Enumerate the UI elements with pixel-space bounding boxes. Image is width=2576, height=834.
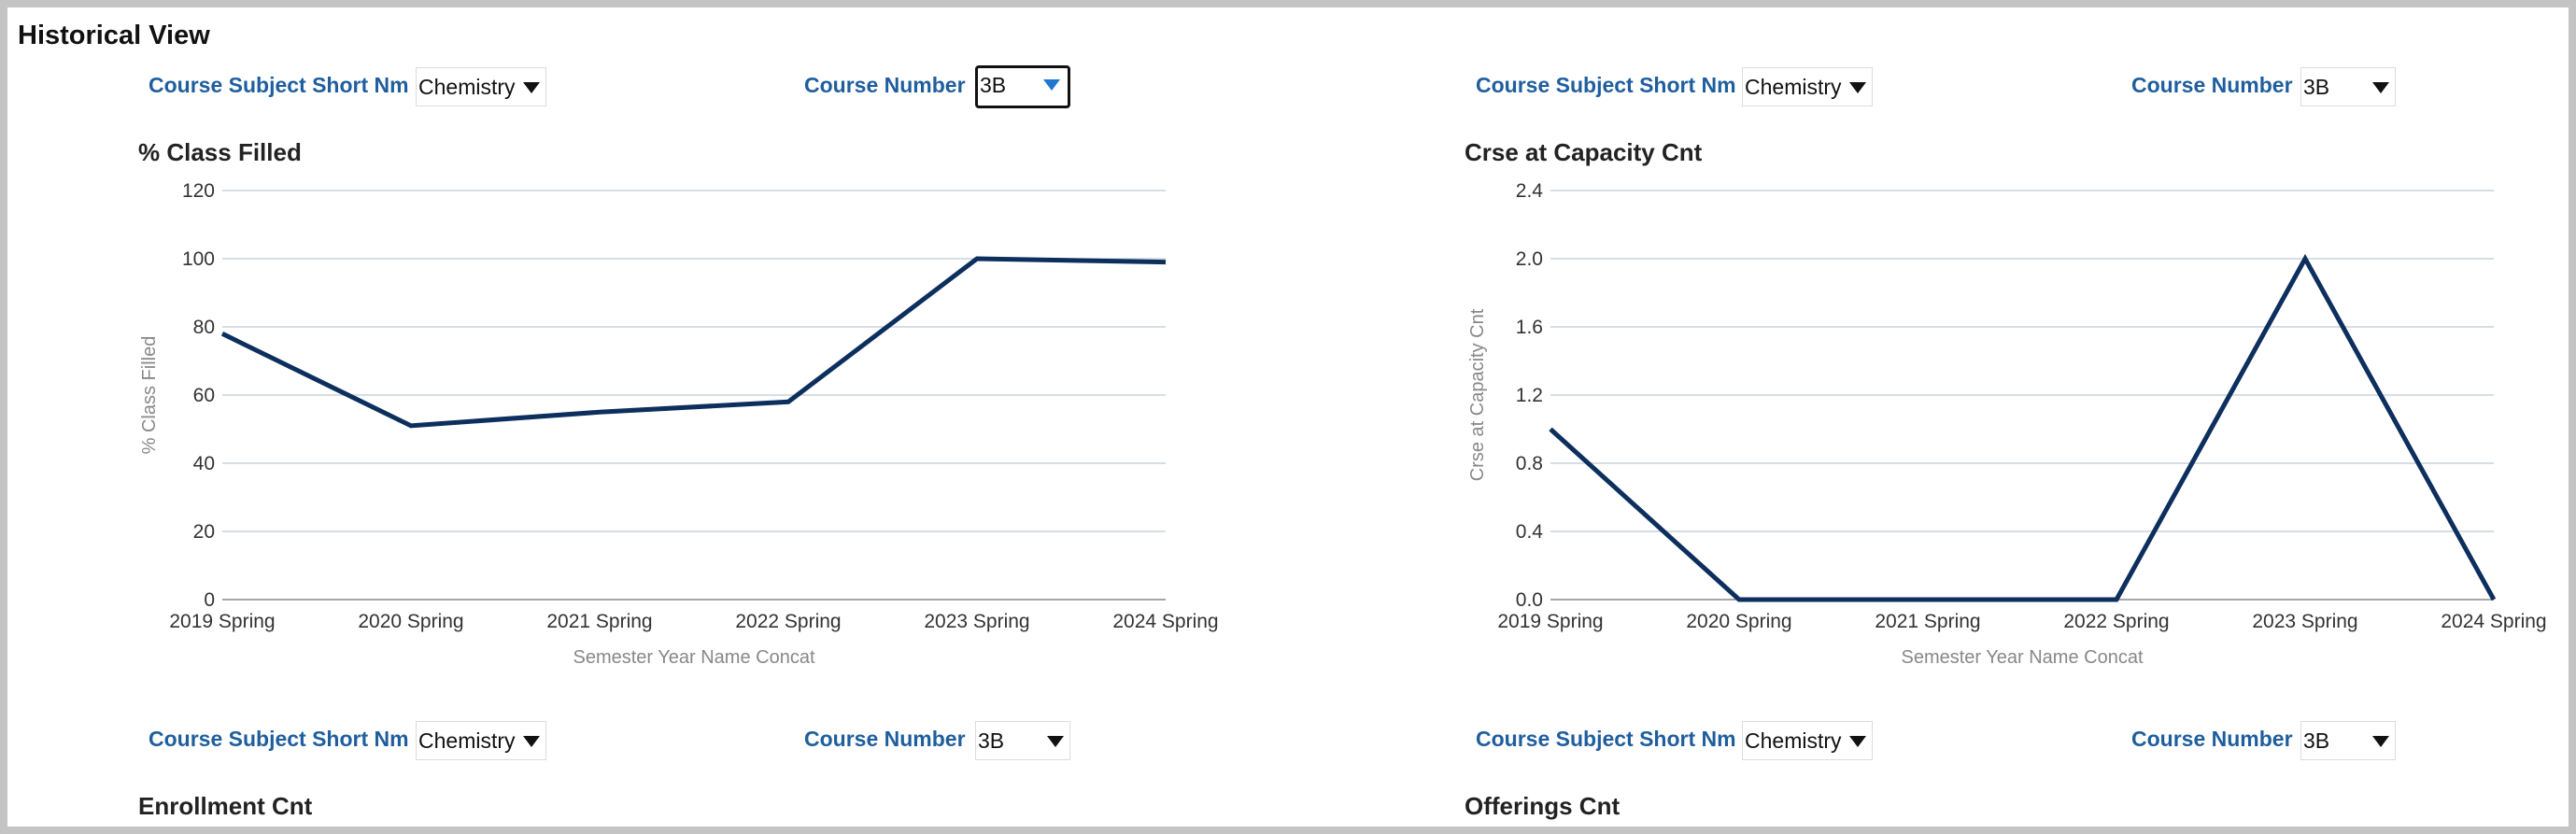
class-filled-x-tick-label: 2024 Spring — [1112, 611, 1218, 632]
page-title: Historical View — [18, 21, 210, 50]
course-subject-label-3: Course Subject Short Nm — [149, 727, 409, 751]
crse-at-capacity-chart: 0.0 0.4 0.8 1.2 1.6 2.0 2.4 2019 Spring 2020 Spr… — [1467, 180, 2547, 668]
crse-at-capacity-data-point[interactable] — [2298, 251, 2313, 266]
course-subject-value-3: Chemistry — [418, 728, 516, 753]
chevron-down-icon — [2372, 82, 2389, 93]
crse-at-capacity-y-tick-label: 0.8 — [1516, 453, 1543, 474]
chevron-down-icon — [1849, 736, 1866, 747]
crse-at-capacity-y-axis-title: Crse at Capacity Cnt — [1467, 308, 1488, 481]
crse-at-capacity-y-tick-label: 2.4 — [1516, 180, 1544, 202]
crse-at-capacity-y-tick-label: 0.0 — [1516, 589, 1543, 611]
course-number-select-1[interactable]: 3B — [975, 65, 1070, 108]
class-filled-y-tick-label: 60 — [193, 385, 215, 406]
course-subject-select-1[interactable]: Chemistry — [416, 67, 546, 106]
class-filled-y-tick-label: 0 — [204, 589, 215, 611]
chevron-down-icon — [2372, 736, 2389, 747]
class-filled-x-axis-title: Semester Year Name Concat — [573, 647, 814, 668]
crse-at-capacity-x-tick-label: 2021 Spring — [1875, 611, 1980, 632]
class-filled-x-tick-label: 2020 Spring — [358, 611, 463, 632]
course-number-value-4: 3B — [2303, 728, 2330, 753]
chevron-down-icon — [1047, 736, 1064, 747]
crse-at-capacity-data-point[interactable] — [1732, 592, 1747, 607]
class-filled-x-tick-label: 2022 Spring — [735, 611, 841, 632]
class-filled-y-axis-title: % Class Filled — [139, 336, 160, 455]
class-filled-y-tick-label: 80 — [193, 317, 215, 338]
course-number-value-3: 3B — [978, 728, 1005, 753]
chart-title-class-filled: % Class Filled — [138, 138, 302, 166]
course-subject-label-1: Course Subject Short Nm — [149, 73, 409, 97]
course-subject-select-4[interactable]: Chemistry — [1742, 721, 1873, 760]
crse-at-capacity-data-point[interactable] — [2486, 592, 2501, 607]
course-number-label-2: Course Number — [2131, 73, 2293, 97]
crse-at-capacity-x-tick-label: 2024 Spring — [2441, 611, 2546, 632]
crse-at-capacity-x-tick-label: 2020 Spring — [1686, 611, 1791, 632]
class-filled-x-tick-label: 2023 Spring — [924, 611, 1029, 632]
class-filled-y-tick-label: 120 — [182, 180, 215, 202]
course-subject-select-3[interactable]: Chemistry — [416, 721, 546, 760]
crse-at-capacity-data-point[interactable] — [2109, 592, 2124, 607]
class-filled-x-tick-label: 2021 Spring — [546, 611, 652, 632]
course-number-value-2: 3B — [2303, 75, 2330, 99]
course-subject-label-4: Course Subject Short Nm — [1476, 727, 1736, 751]
course-subject-value-1: Chemistry — [418, 75, 516, 99]
chevron-down-icon — [1043, 79, 1060, 91]
course-number-label-3: Course Number — [804, 727, 966, 751]
crse-at-capacity-x-tick-label: 2022 Spring — [2063, 611, 2169, 632]
course-number-label-4: Course Number — [2131, 727, 2293, 751]
crse-at-capacity-y-tick-label: 1.6 — [1516, 317, 1543, 338]
crse-at-capacity-data-point[interactable] — [1920, 592, 1935, 607]
chart-title-offerings-cnt: Offerings Cnt — [1465, 792, 1621, 820]
crse-at-capacity-y-tick-label: 1.2 — [1516, 385, 1543, 406]
course-subject-select-2[interactable]: Chemistry — [1742, 67, 1873, 106]
crse-at-capacity-x-tick-label: 2019 Spring — [1497, 611, 1603, 632]
crse-at-capacity-data-point[interactable] — [1543, 422, 1558, 437]
course-subject-value-2: Chemistry — [1745, 75, 1842, 99]
chevron-down-icon — [523, 82, 540, 93]
crse-at-capacity-x-tick-label: 2023 Spring — [2252, 611, 2357, 632]
class-filled-y-tick-label: 40 — [193, 453, 215, 474]
crse-at-capacity-y-tick-label: 0.4 — [1516, 521, 1544, 543]
course-number-label-1: Course Number — [804, 73, 966, 97]
course-number-select-3[interactable]: 3B — [975, 721, 1070, 760]
historical-view-panel: Historical View Course Subject Short Nm … — [7, 7, 2569, 827]
course-subject-label-2: Course Subject Short Nm — [1476, 73, 1736, 97]
chevron-down-icon — [523, 736, 540, 747]
course-number-select-2[interactable]: 3B — [2300, 67, 2396, 106]
chevron-down-icon — [1849, 82, 1866, 93]
course-number-select-4[interactable]: 3B — [2300, 721, 2396, 760]
crse-at-capacity-y-tick-label: 2.0 — [1516, 248, 1543, 270]
class-filled-y-tick-label: 100 — [182, 248, 215, 270]
class-filled-y-tick-label: 20 — [193, 521, 215, 543]
course-subject-value-4: Chemistry — [1745, 728, 1842, 753]
class-filled-chart: 0 20 40 60 80 100 120 2019 Spring 2020 Spring 202… — [139, 180, 1219, 668]
chart-title-enrollment-cnt: Enrollment Cnt — [138, 792, 313, 820]
crse-at-capacity-x-axis-title: Semester Year Name Concat — [1901, 647, 2143, 668]
class-filled-x-tick-label: 2019 Spring — [169, 611, 275, 632]
course-number-value-1: 3B — [980, 73, 1007, 97]
crse-at-capacity-series-line — [1549, 253, 2497, 602]
class-filled-series-line — [220, 256, 1167, 429]
chart-title-crse-at-capacity: Crse at Capacity Cnt — [1465, 138, 1703, 166]
